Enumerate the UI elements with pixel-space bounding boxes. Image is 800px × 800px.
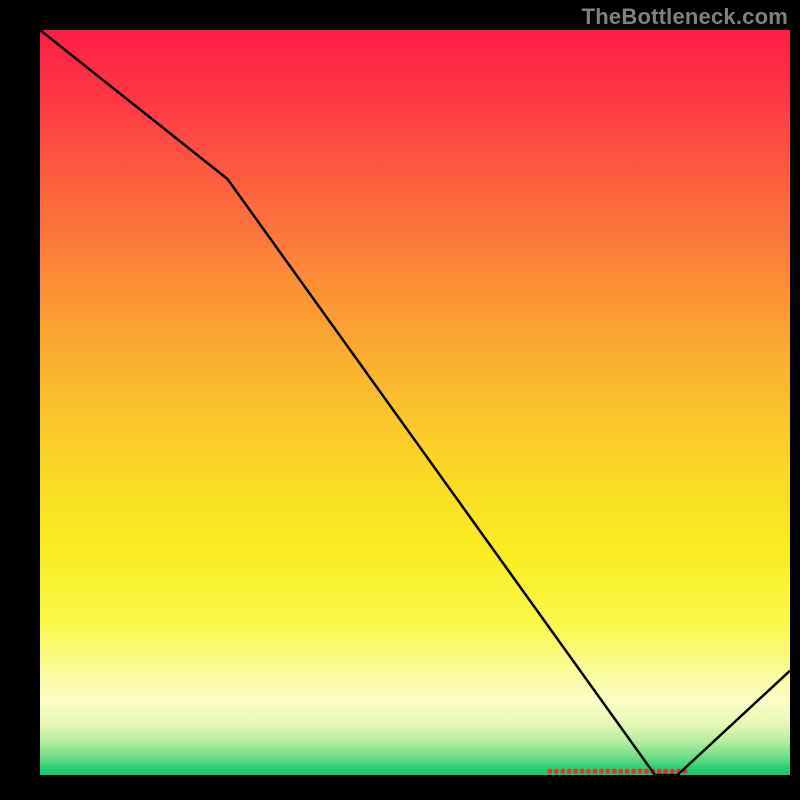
marker-dot (567, 769, 572, 774)
marker-dot (560, 769, 565, 774)
marker-dot (573, 769, 578, 774)
marker-dot (631, 769, 636, 774)
marker-dot (625, 769, 630, 774)
marker-dot (637, 769, 642, 774)
marker-dot (612, 769, 617, 774)
bottleneck-chart (0, 0, 800, 800)
marker-dot (554, 769, 559, 774)
marker-dot (592, 769, 597, 774)
marker-dot (663, 769, 668, 774)
marker-dot (644, 769, 649, 774)
marker-dot (547, 769, 552, 774)
marker-dot (670, 769, 675, 774)
marker-dot (618, 769, 623, 774)
marker-dot (657, 769, 662, 774)
marker-dot (580, 769, 585, 774)
marker-dot (586, 769, 591, 774)
plot-background (40, 30, 790, 775)
marker-dot (605, 769, 610, 774)
marker-dot (599, 769, 604, 774)
